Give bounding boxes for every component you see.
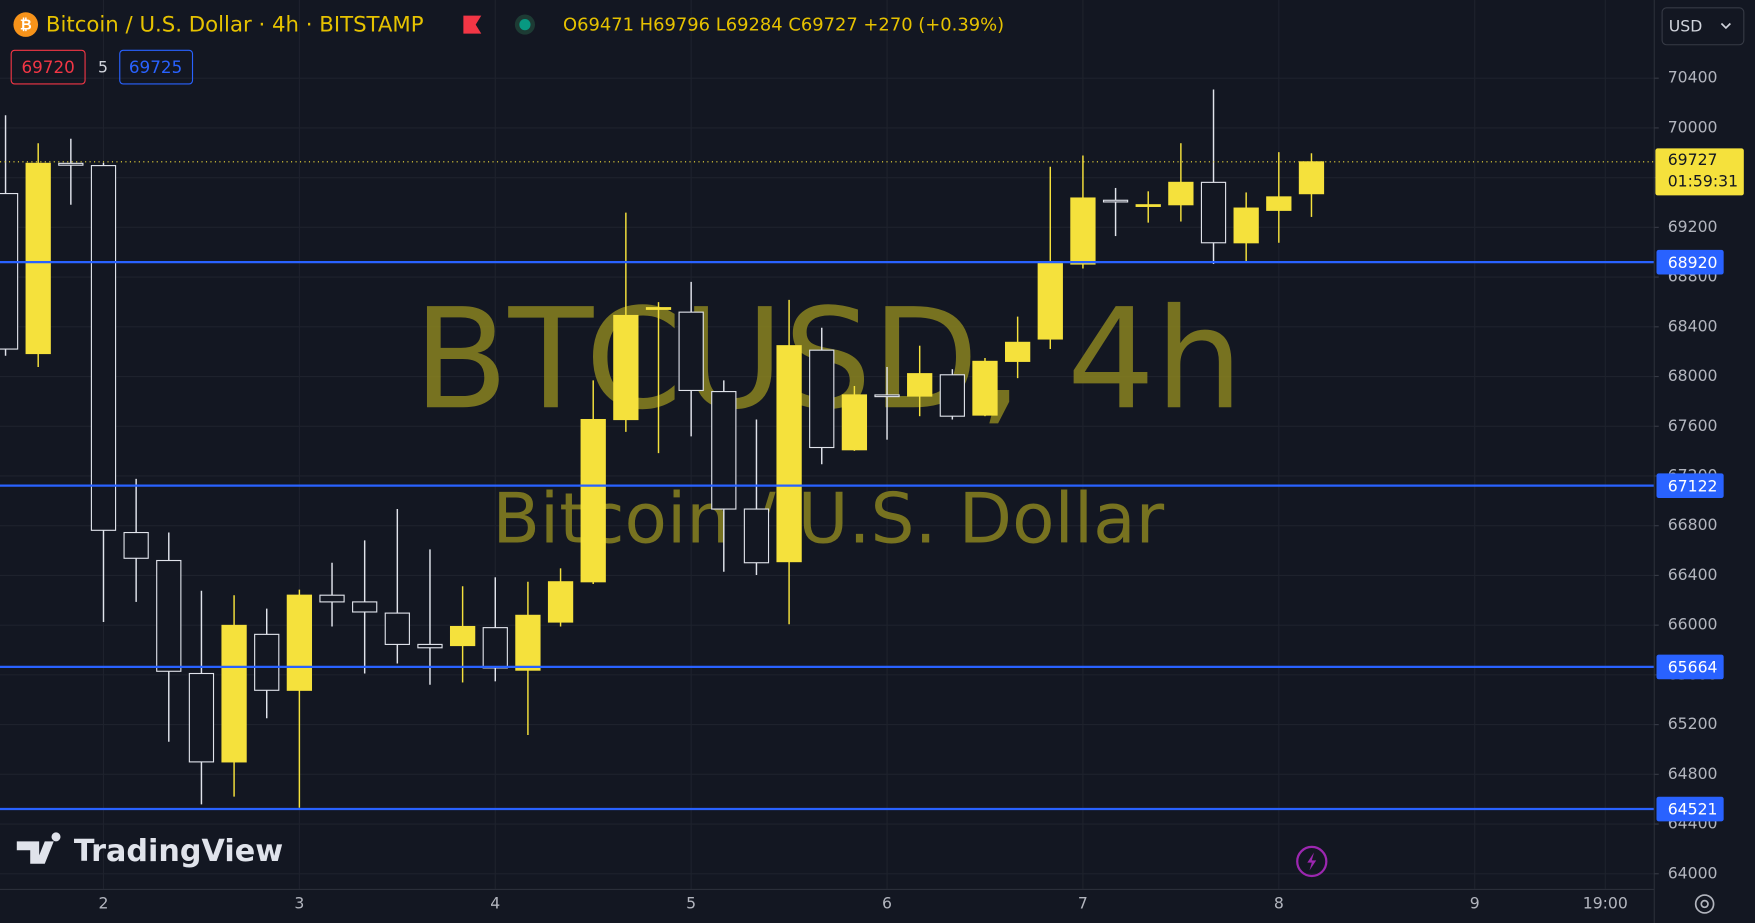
coin-icon — [13, 12, 39, 37]
candle-body — [547, 581, 574, 623]
candle-body — [907, 373, 933, 397]
candle-body — [352, 601, 378, 613]
candle-body — [678, 311, 704, 392]
x-tick-label: 3 — [294, 893, 304, 912]
candle-body — [939, 374, 965, 417]
candle-body — [188, 672, 215, 763]
settings-glyph — [1700, 899, 1709, 909]
symbol-title: Bitcoin / U.S. Dollar · 4h · BITSTAMP — [46, 13, 424, 38]
axes: 6400064400648006520065600660006640066800… — [99, 68, 1744, 912]
x-tick-label: 4 — [490, 893, 500, 912]
x-tick-label: 2 — [99, 893, 109, 912]
candle-body — [841, 394, 868, 451]
plot — [0, 89, 1655, 811]
buy-button[interactable] — [119, 49, 194, 85]
candle-body — [90, 165, 117, 531]
candle-body — [123, 531, 149, 559]
coin-icon-glyph: ₿ — [20, 18, 32, 34]
price-line-label: 65664 — [1668, 658, 1718, 677]
ohlc-values: O69471 H69796 L69284 C69727 +270 (+0.39%… — [563, 15, 1004, 36]
y-tick-label: 68000 — [1668, 366, 1718, 385]
candle-body — [286, 594, 313, 691]
candle-body — [1135, 204, 1161, 207]
y-tick-label: 67600 — [1668, 416, 1718, 435]
candle-body — [156, 559, 182, 672]
x-tick-label: 19:00 — [1583, 893, 1628, 912]
candle-body — [482, 627, 508, 669]
candle-body — [515, 614, 541, 671]
sell-button[interactable] — [10, 49, 86, 85]
candle-body — [449, 625, 476, 647]
sell-price[interactable]: 69720 — [21, 57, 74, 77]
y-tick-label: 65200 — [1668, 714, 1718, 733]
candle-body — [1102, 199, 1129, 203]
candle-body — [417, 643, 443, 649]
candle-body — [1298, 161, 1325, 195]
candle-body — [384, 612, 410, 645]
price-line-label-bg — [1656, 473, 1724, 498]
candle-body — [711, 391, 737, 510]
currency[interactable]: USD — [1669, 16, 1702, 35]
price-line-label: 67122 — [1668, 476, 1718, 495]
x-tick-label: 6 — [882, 893, 892, 912]
y-tick-label: 64000 — [1668, 863, 1718, 882]
candle-body — [776, 345, 802, 563]
price-line-label: 64521 — [1668, 800, 1718, 819]
flag-icon — [463, 15, 482, 34]
y-tick-label: 64800 — [1668, 764, 1718, 783]
candle-body — [319, 594, 345, 603]
candle-body — [645, 307, 672, 310]
candle-body — [1233, 207, 1259, 244]
candle-body — [743, 508, 770, 564]
candle-body — [254, 633, 280, 691]
y-tick-label: 66400 — [1668, 565, 1718, 584]
candle-body — [25, 162, 51, 355]
candle-body — [1266, 196, 1292, 211]
candle-body — [1037, 262, 1063, 340]
last-price-label: 69727 — [1668, 150, 1718, 169]
candle-body — [972, 360, 998, 416]
last-price-label-bg — [1655, 148, 1744, 196]
price-line-label: 68920 — [1668, 253, 1718, 272]
countdown: 01:59:31 — [1668, 171, 1738, 190]
y-tick-label: 70400 — [1668, 68, 1718, 87]
spread: 5 — [98, 58, 108, 77]
candle-body — [1004, 341, 1031, 362]
y-tick-label: 66800 — [1668, 515, 1718, 534]
settings-button[interactable] — [1694, 894, 1715, 914]
y-tick-label: 70000 — [1668, 117, 1718, 136]
logo-text: TradingView — [74, 834, 283, 869]
candle-body — [58, 162, 84, 166]
y-tick-label: 68400 — [1668, 316, 1718, 335]
candle-body — [1168, 181, 1194, 206]
candle-body — [580, 418, 606, 583]
candle-body — [1070, 197, 1096, 265]
x-tick-label: 5 — [686, 893, 696, 912]
price-line-label-bg — [1656, 796, 1724, 822]
buy-price[interactable]: 69725 — [129, 57, 182, 77]
alert-icon[interactable] — [1296, 845, 1328, 878]
price-line-label-bg — [1656, 654, 1724, 680]
x-tick-label: 7 — [1078, 893, 1088, 912]
candle-body — [809, 349, 835, 449]
candle-body — [1200, 181, 1227, 244]
status-dot — [519, 19, 531, 31]
candle-body — [221, 624, 247, 763]
y-tick-label: 69200 — [1668, 217, 1718, 236]
alert-glyph — [1307, 852, 1317, 871]
y-tick-label: 66000 — [1668, 615, 1718, 634]
candle-body — [613, 314, 639, 421]
currency-button[interactable] — [1661, 7, 1745, 46]
x-tick-label: 9 — [1470, 893, 1480, 912]
price-line-label-bg — [1656, 249, 1724, 275]
logo-icon — [16, 832, 61, 864]
candle-body — [874, 394, 900, 398]
dropdown-arrow — [1720, 22, 1731, 30]
x-tick-label: 8 — [1274, 893, 1284, 912]
candle-body — [0, 192, 19, 350]
